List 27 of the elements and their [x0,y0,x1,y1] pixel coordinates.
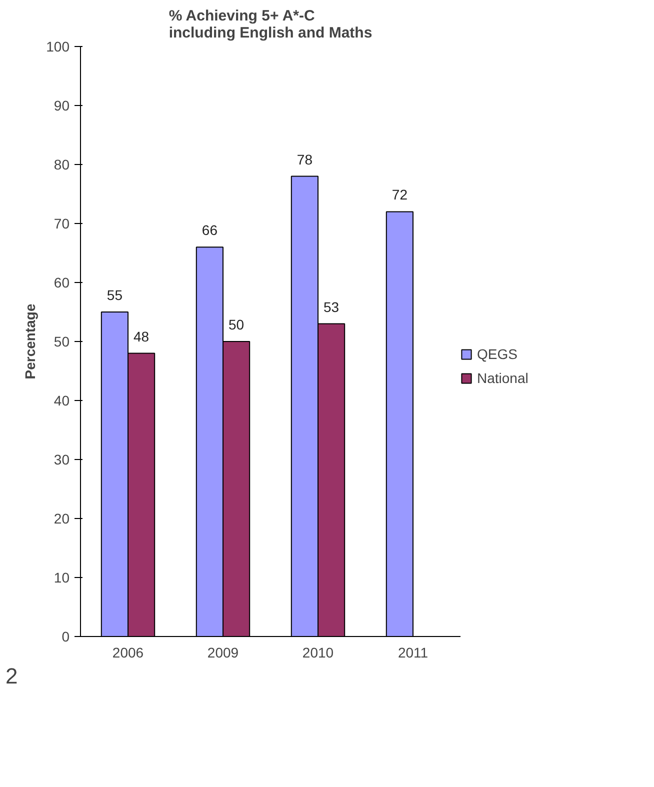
chart-title: % Achieving 5+ A*-C including English and Maths [168,8,372,42]
y-axis-title: Percentage [22,304,38,380]
data-label: 50 [228,316,244,332]
data-label: 78 [296,151,313,168]
y-tick-label: 20 [54,510,70,526]
x-tick-label: 2010 [302,644,334,660]
y-tick-label: 60 [54,274,70,290]
data-label: 72 [392,186,408,203]
y-tick-label: 10 [54,570,70,586]
y-tick-label: 80 [54,156,70,172]
y-tick-label: 90 [54,98,70,114]
x-tick-label: 2009 [207,644,239,660]
data-label: 48 [134,328,150,344]
y-tick-label: 30 [54,452,70,468]
legend-label: QEGS [477,346,518,362]
data-label: 66 [202,222,218,238]
x-tick-label: 2011 [398,644,428,660]
text: 2 [6,664,18,688]
legend-label: National [477,370,528,386]
x-tick-label: 2006 [112,644,144,660]
y-tick-label: 0 [62,628,70,644]
y-tick-label: 70 [54,216,70,232]
data-label: 55 [106,287,123,303]
y-tick-label: 100 [46,38,70,54]
data-label: 53 [324,298,340,315]
y-tick-label: 40 [54,392,70,408]
y-tick-label: 50 [54,334,70,350]
